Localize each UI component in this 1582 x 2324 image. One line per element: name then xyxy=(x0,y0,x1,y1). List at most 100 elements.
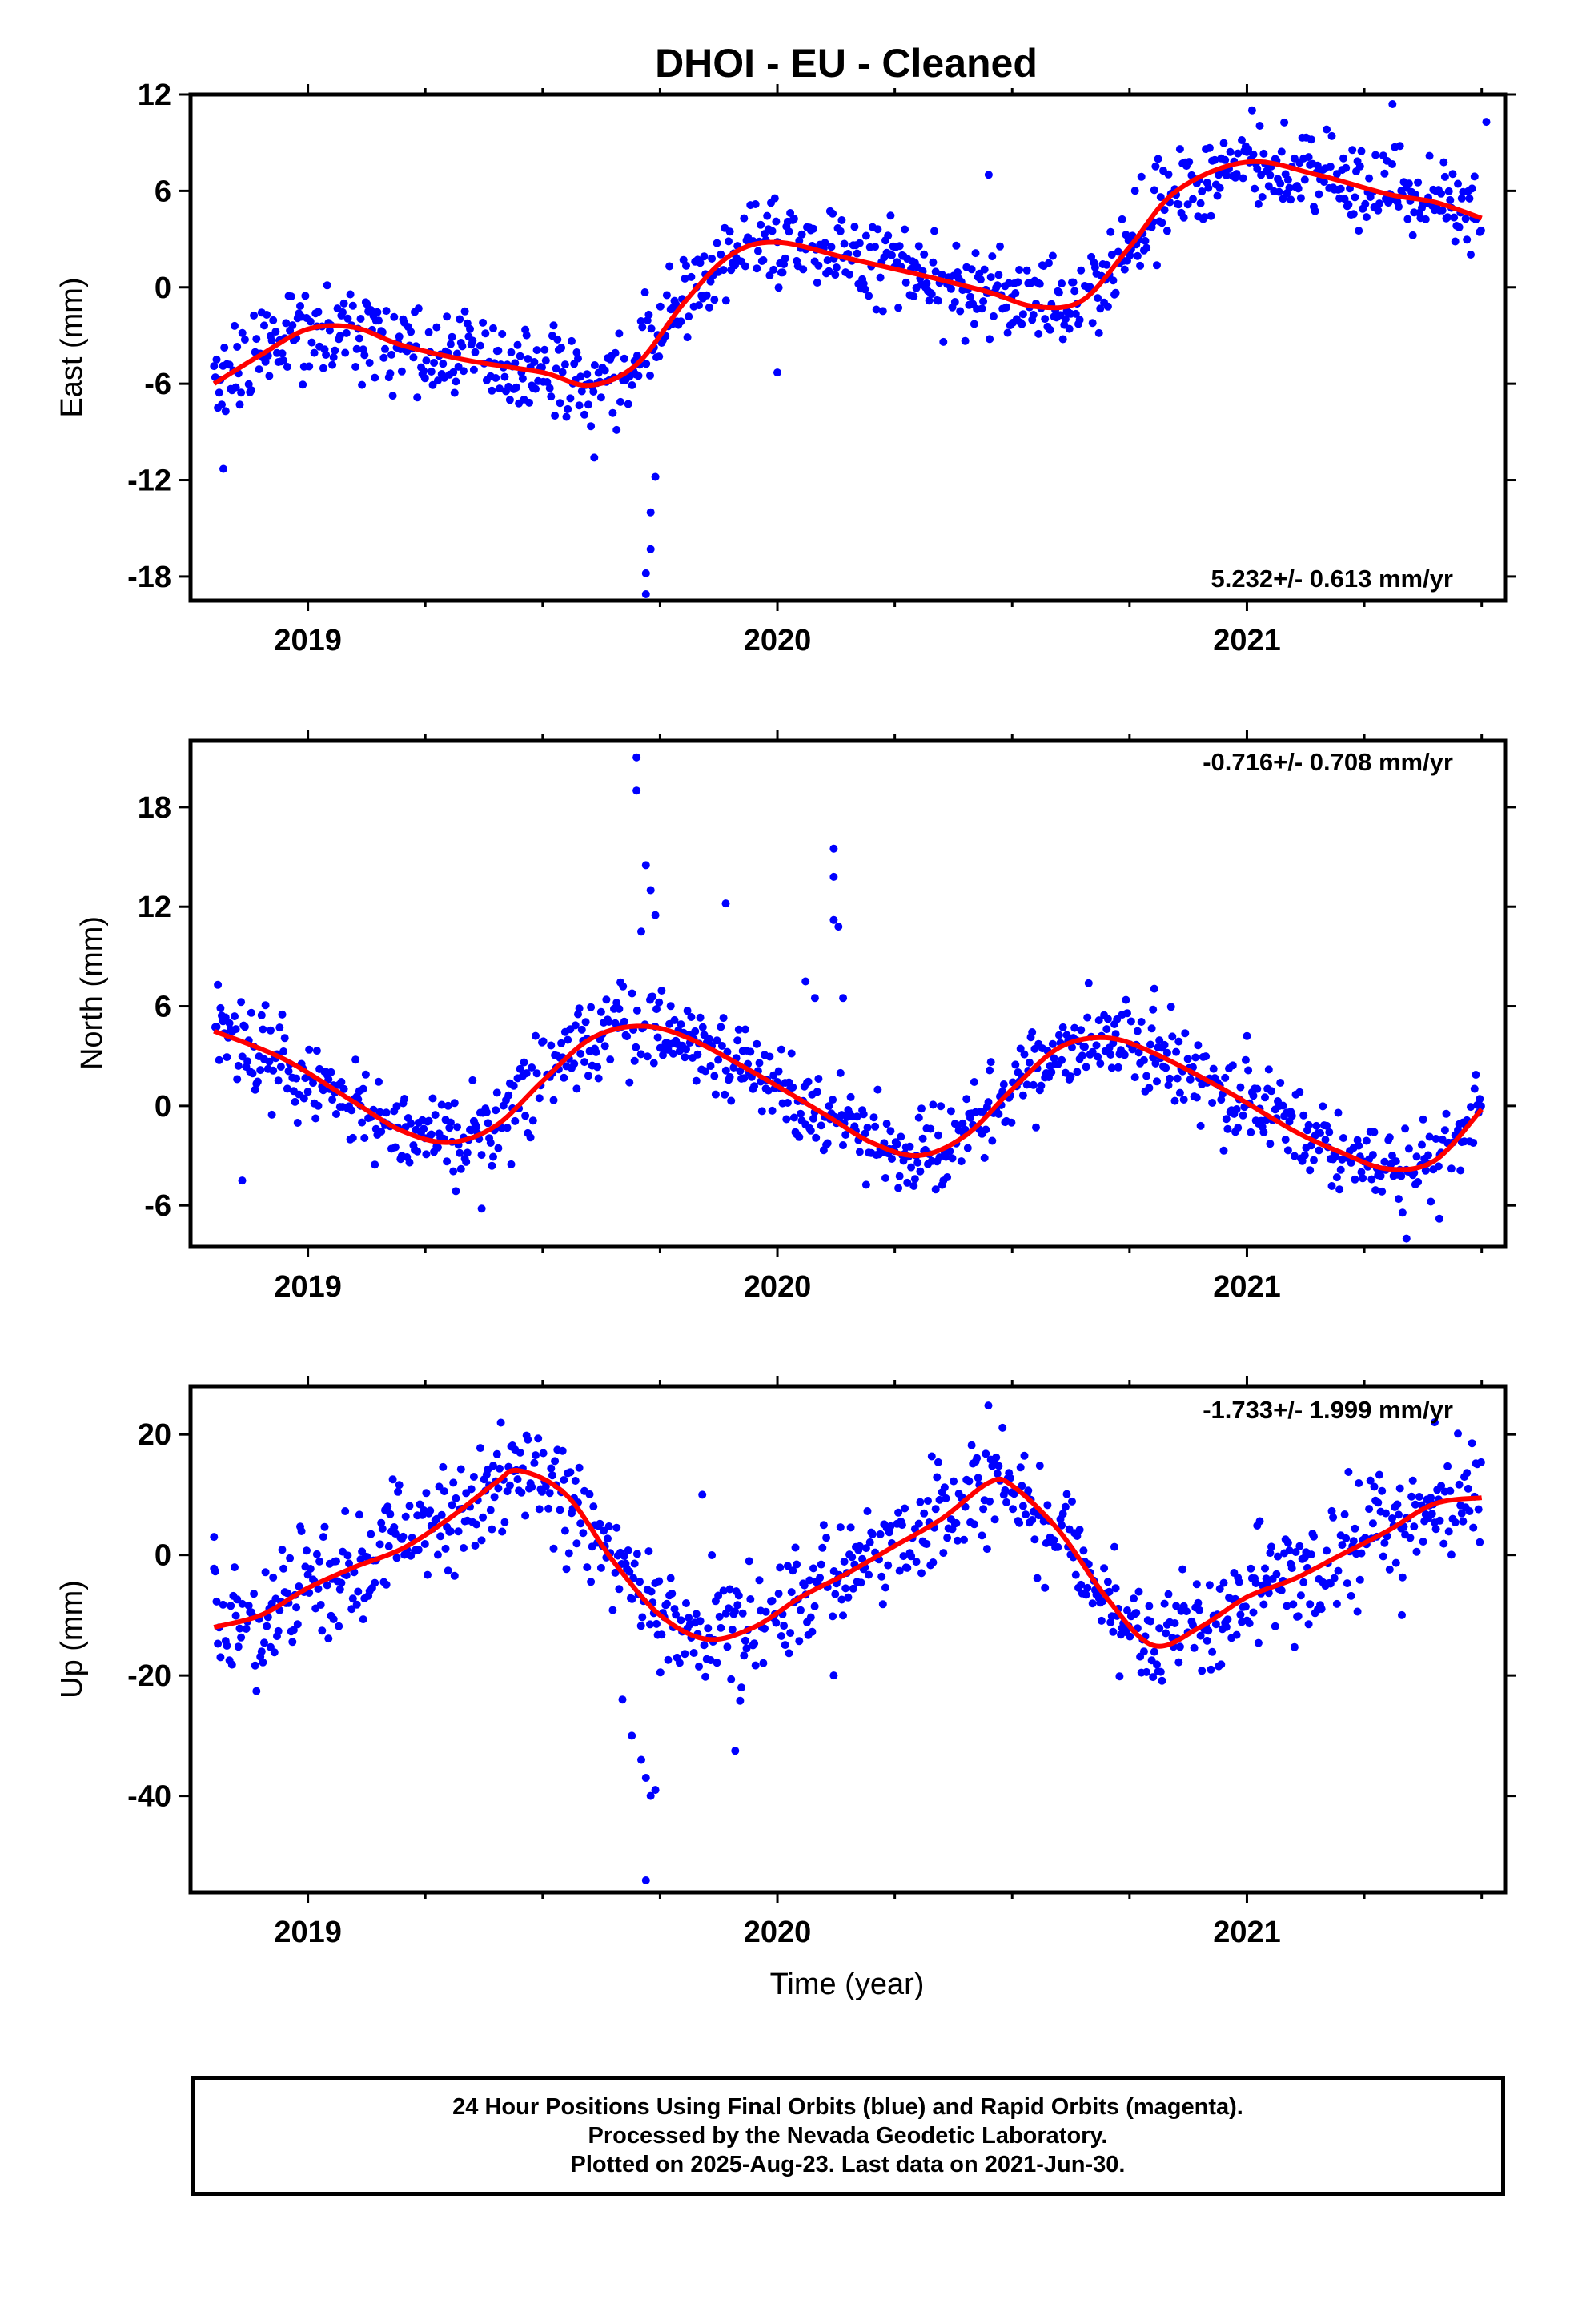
north-data-point xyxy=(1295,1088,1304,1096)
east-data-point xyxy=(237,388,246,397)
up-data-point xyxy=(1378,1486,1387,1495)
east-data-point xyxy=(512,383,520,392)
north-data-point xyxy=(914,1113,923,1122)
up-data-point xyxy=(1175,1642,1184,1651)
east-data-point xyxy=(873,225,882,234)
east-data-point xyxy=(1120,265,1129,274)
north-data-point xyxy=(1134,1048,1143,1057)
up-data-point xyxy=(1042,1538,1050,1547)
east-data-point xyxy=(469,365,478,374)
north-data-point xyxy=(931,1185,940,1194)
up-data-point xyxy=(704,1624,713,1633)
east-data-point xyxy=(706,277,715,286)
north-data-point xyxy=(312,1047,321,1055)
north-data-point xyxy=(489,1152,497,1161)
east-data-point xyxy=(628,381,636,389)
east-data-point xyxy=(378,328,387,336)
up-data-point xyxy=(960,1535,968,1544)
east-data-point xyxy=(1287,195,1295,204)
north-data-point xyxy=(926,1124,935,1133)
north-data-point xyxy=(564,1035,572,1044)
east-data-point xyxy=(612,425,621,434)
up-data-point xyxy=(611,1568,620,1577)
east-data-point xyxy=(1351,193,1359,202)
east-data-point xyxy=(831,271,840,279)
up-data-point xyxy=(528,1482,536,1491)
north-data-point xyxy=(692,1076,701,1085)
up-data-point xyxy=(916,1498,925,1506)
up-data-point xyxy=(1009,1505,1018,1514)
east-data-point xyxy=(263,311,271,319)
east-data-point xyxy=(1198,187,1207,195)
north-data-point xyxy=(1380,1157,1389,1166)
north-data-point xyxy=(351,1055,360,1064)
up-data-point xyxy=(500,1518,509,1526)
up-data-point xyxy=(993,1470,1002,1478)
north-data-point xyxy=(528,1063,536,1072)
up-data-point xyxy=(1463,1469,1472,1478)
east-data-point xyxy=(261,357,270,366)
up-data-point xyxy=(615,1585,624,1594)
north-data-marks: 2019 2020 2021 -6 0 6 12 18 xyxy=(138,730,1516,1304)
up-data-point xyxy=(1299,1578,1308,1586)
east-data-point xyxy=(414,304,423,313)
up-data-point xyxy=(1162,1629,1170,1638)
north-data-point xyxy=(1434,1162,1443,1171)
north-data-point xyxy=(1007,1118,1016,1127)
north-data-point xyxy=(1139,1055,1148,1064)
north-data-point xyxy=(669,1049,677,1058)
north-data-point xyxy=(452,1187,460,1196)
north-data-point xyxy=(305,1045,314,1054)
east-data-point xyxy=(1254,199,1263,208)
east-data-point xyxy=(496,384,504,393)
east-data-point xyxy=(1264,182,1273,191)
east-data-point xyxy=(1205,143,1214,152)
east-data-point xyxy=(1160,206,1169,215)
up-data-point xyxy=(231,1563,239,1572)
up-data-point xyxy=(793,1560,801,1569)
north-data-point xyxy=(1336,1165,1345,1174)
up-data-point xyxy=(444,1566,452,1575)
up-data-point xyxy=(395,1481,404,1490)
up-data-point xyxy=(211,1567,219,1576)
east-data-point xyxy=(468,336,477,345)
north-data-point xyxy=(1267,1087,1275,1096)
up-data-point xyxy=(1451,1518,1460,1526)
up-outlier-point xyxy=(628,1731,636,1740)
north-data-point xyxy=(653,1033,662,1042)
up-data-point xyxy=(251,1661,259,1670)
north-data-point xyxy=(486,1139,495,1147)
north-data-point xyxy=(427,1130,436,1139)
north-data-point xyxy=(783,1099,792,1107)
up-data-point xyxy=(524,1435,532,1444)
east-data-point xyxy=(1065,324,1074,333)
north-data-point xyxy=(214,980,223,989)
up-data-point xyxy=(1353,1607,1362,1616)
north-data-point xyxy=(632,1043,640,1051)
north-data-point xyxy=(1107,1063,1116,1072)
north-axis-label: North (mm) xyxy=(75,916,109,1070)
north-outlier-point xyxy=(721,899,730,908)
east-data-point xyxy=(524,355,532,363)
north-data-point xyxy=(462,1157,471,1166)
y-tick-label: 0 xyxy=(155,271,171,305)
north-data-point xyxy=(1431,1135,1440,1143)
north-data-point xyxy=(1398,1208,1407,1217)
up-data-point xyxy=(335,1585,344,1594)
up-data-point xyxy=(414,1546,423,1554)
north-data-point xyxy=(1319,1102,1327,1111)
north-data-point xyxy=(371,1160,379,1169)
up-data-point xyxy=(696,1617,705,1626)
up-data-point xyxy=(286,1554,295,1562)
east-data-point xyxy=(1361,199,1370,208)
north-data-point xyxy=(1310,1156,1318,1164)
north-data-point xyxy=(1037,1081,1046,1090)
north-data-point xyxy=(265,1057,274,1066)
north-data-point xyxy=(1172,1047,1181,1056)
east-data-point xyxy=(430,359,439,367)
north-data-point xyxy=(859,1110,868,1119)
north-data-point xyxy=(1239,1111,1247,1120)
up-data-point xyxy=(881,1583,889,1592)
north-data-point xyxy=(723,1047,732,1056)
north-data-point xyxy=(247,1008,255,1017)
